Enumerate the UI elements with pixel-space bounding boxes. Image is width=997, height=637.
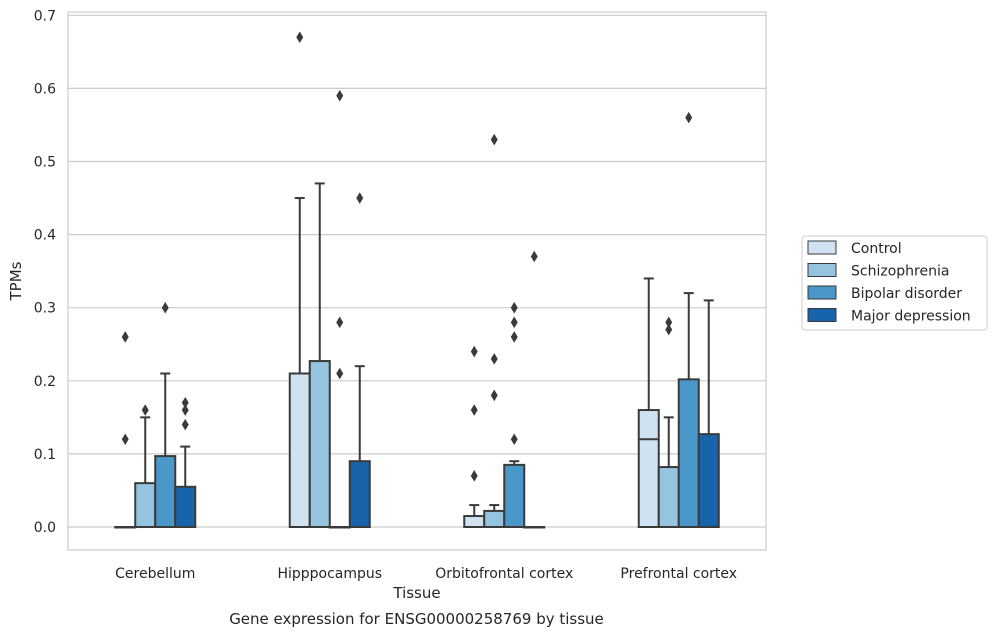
y-tick-label: 0.3 bbox=[34, 301, 56, 317]
chart-caption: Gene expression for ENSG00000258769 by t… bbox=[229, 610, 604, 628]
box-body bbox=[174, 485, 197, 529]
box-body bbox=[483, 509, 506, 528]
x-tick-labels: Cerebellum Hipppocampus Orbitofrontal cort… bbox=[115, 566, 737, 582]
box-body bbox=[697, 433, 720, 528]
legend-swatch bbox=[807, 263, 837, 277]
box-body bbox=[288, 372, 311, 528]
box-body bbox=[348, 460, 371, 528]
outlier-point bbox=[181, 404, 189, 416]
outlier-point bbox=[490, 353, 498, 365]
box-schizophrenia bbox=[483, 133, 506, 528]
x-tick-label: Orbitofrontal cortex bbox=[435, 566, 573, 582]
legend-frame bbox=[801, 235, 988, 331]
box-bipolar-disorder bbox=[503, 301, 526, 528]
outlier-point bbox=[510, 316, 518, 329]
outlier-point bbox=[470, 345, 478, 358]
box-body bbox=[637, 409, 660, 529]
y-axis-label: TPMs bbox=[7, 261, 25, 301]
outlier-point bbox=[296, 31, 304, 44]
y-tick-labels: 0.0 0.1 0.2 0.3 0.4 0.5 0.6 0.7 bbox=[34, 8, 56, 536]
outlier-point bbox=[121, 433, 129, 446]
legend-label: Major depression bbox=[851, 309, 971, 325]
legend: Control Schizophrenia Bipolar disorder Majo… bbox=[801, 235, 988, 331]
box-body bbox=[134, 482, 157, 529]
y-tick-label: 0.7 bbox=[34, 8, 56, 24]
legend-label: Schizophrenia bbox=[851, 264, 949, 280]
box-schizophrenia bbox=[657, 316, 680, 529]
outlier-point bbox=[685, 111, 693, 124]
box-control bbox=[463, 345, 486, 528]
box-body bbox=[463, 515, 486, 528]
boxes bbox=[114, 31, 720, 529]
y-tick-label: 0.0 bbox=[34, 520, 56, 536]
outlier-point bbox=[141, 404, 149, 416]
box-control bbox=[288, 31, 311, 528]
box-body bbox=[154, 455, 177, 528]
outlier-point bbox=[470, 470, 478, 482]
outlier-point bbox=[510, 301, 518, 314]
legend-swatch bbox=[807, 308, 837, 322]
outlier-point bbox=[121, 331, 129, 343]
y-tick-label: 0.5 bbox=[34, 155, 56, 171]
box-body bbox=[503, 463, 526, 528]
outlier-point bbox=[336, 89, 344, 102]
legend-swatch bbox=[807, 285, 837, 300]
y-tick-label: 0.1 bbox=[34, 447, 56, 463]
box-body bbox=[677, 378, 700, 529]
outlier-point bbox=[356, 192, 364, 204]
legend-label: Bipolar disorder bbox=[851, 286, 962, 302]
x-axis-label: Tissue bbox=[392, 584, 440, 602]
outlier-point bbox=[665, 323, 673, 336]
x-tick-label: Cerebellum bbox=[115, 566, 195, 582]
outlier-point bbox=[490, 133, 498, 146]
outlier-point bbox=[490, 389, 498, 402]
box-body bbox=[308, 360, 331, 528]
box-bipolar-disorder bbox=[328, 89, 351, 529]
x-tick-label: Prefrontal cortex bbox=[620, 566, 737, 582]
outlier-point bbox=[336, 367, 344, 380]
y-tick-label: 0.2 bbox=[34, 374, 56, 390]
x-tick-label: Hipppocampus bbox=[277, 566, 382, 582]
box-major-depression bbox=[523, 250, 546, 529]
box-body bbox=[657, 466, 680, 529]
box-bipolar-disorder bbox=[154, 301, 177, 528]
legend-swatch bbox=[807, 240, 837, 255]
y-tick-label: 0.6 bbox=[34, 81, 56, 97]
box-major-depression bbox=[174, 396, 197, 529]
legend-label: Control bbox=[851, 241, 902, 257]
outlier-point bbox=[530, 250, 538, 263]
outlier-point bbox=[510, 331, 518, 343]
y-tick-label: 0.4 bbox=[34, 228, 56, 244]
outlier-point bbox=[181, 418, 189, 431]
outlier-point bbox=[470, 404, 478, 416]
outlier-point bbox=[161, 301, 169, 314]
outlier-point bbox=[510, 433, 518, 446]
box-major-depression bbox=[697, 299, 720, 528]
outlier-point bbox=[336, 316, 344, 329]
box-schizophrenia bbox=[308, 182, 331, 528]
box-major-depression bbox=[348, 192, 371, 528]
